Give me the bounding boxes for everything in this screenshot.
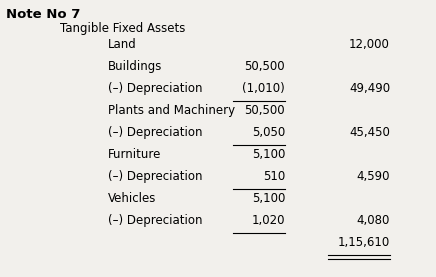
Text: (–) Depreciation: (–) Depreciation [108, 170, 202, 183]
Text: Tangible Fixed Assets: Tangible Fixed Assets [60, 22, 185, 35]
Text: Land: Land [108, 38, 137, 51]
Text: Note No 7: Note No 7 [6, 8, 80, 21]
Text: 50,500: 50,500 [244, 60, 285, 73]
Text: Buildings: Buildings [108, 60, 162, 73]
Text: (1,010): (1,010) [242, 82, 285, 95]
Text: Furniture: Furniture [108, 148, 161, 161]
Text: 45,450: 45,450 [349, 126, 390, 139]
Text: 510: 510 [263, 170, 285, 183]
Text: 5,100: 5,100 [252, 192, 285, 205]
Text: 12,000: 12,000 [349, 38, 390, 51]
Text: 1,020: 1,020 [252, 214, 285, 227]
Text: Vehicles: Vehicles [108, 192, 157, 205]
Text: (–) Depreciation: (–) Depreciation [108, 126, 202, 139]
Text: (–) Depreciation: (–) Depreciation [108, 82, 202, 95]
Text: 4,080: 4,080 [357, 214, 390, 227]
Text: 4,590: 4,590 [357, 170, 390, 183]
Text: 5,100: 5,100 [252, 148, 285, 161]
Text: (–) Depreciation: (–) Depreciation [108, 214, 202, 227]
Text: 49,490: 49,490 [349, 82, 390, 95]
Text: 5,050: 5,050 [252, 126, 285, 139]
Text: 1,15,610: 1,15,610 [338, 236, 390, 249]
Text: Plants and Machinery: Plants and Machinery [108, 104, 235, 117]
Text: 50,500: 50,500 [244, 104, 285, 117]
